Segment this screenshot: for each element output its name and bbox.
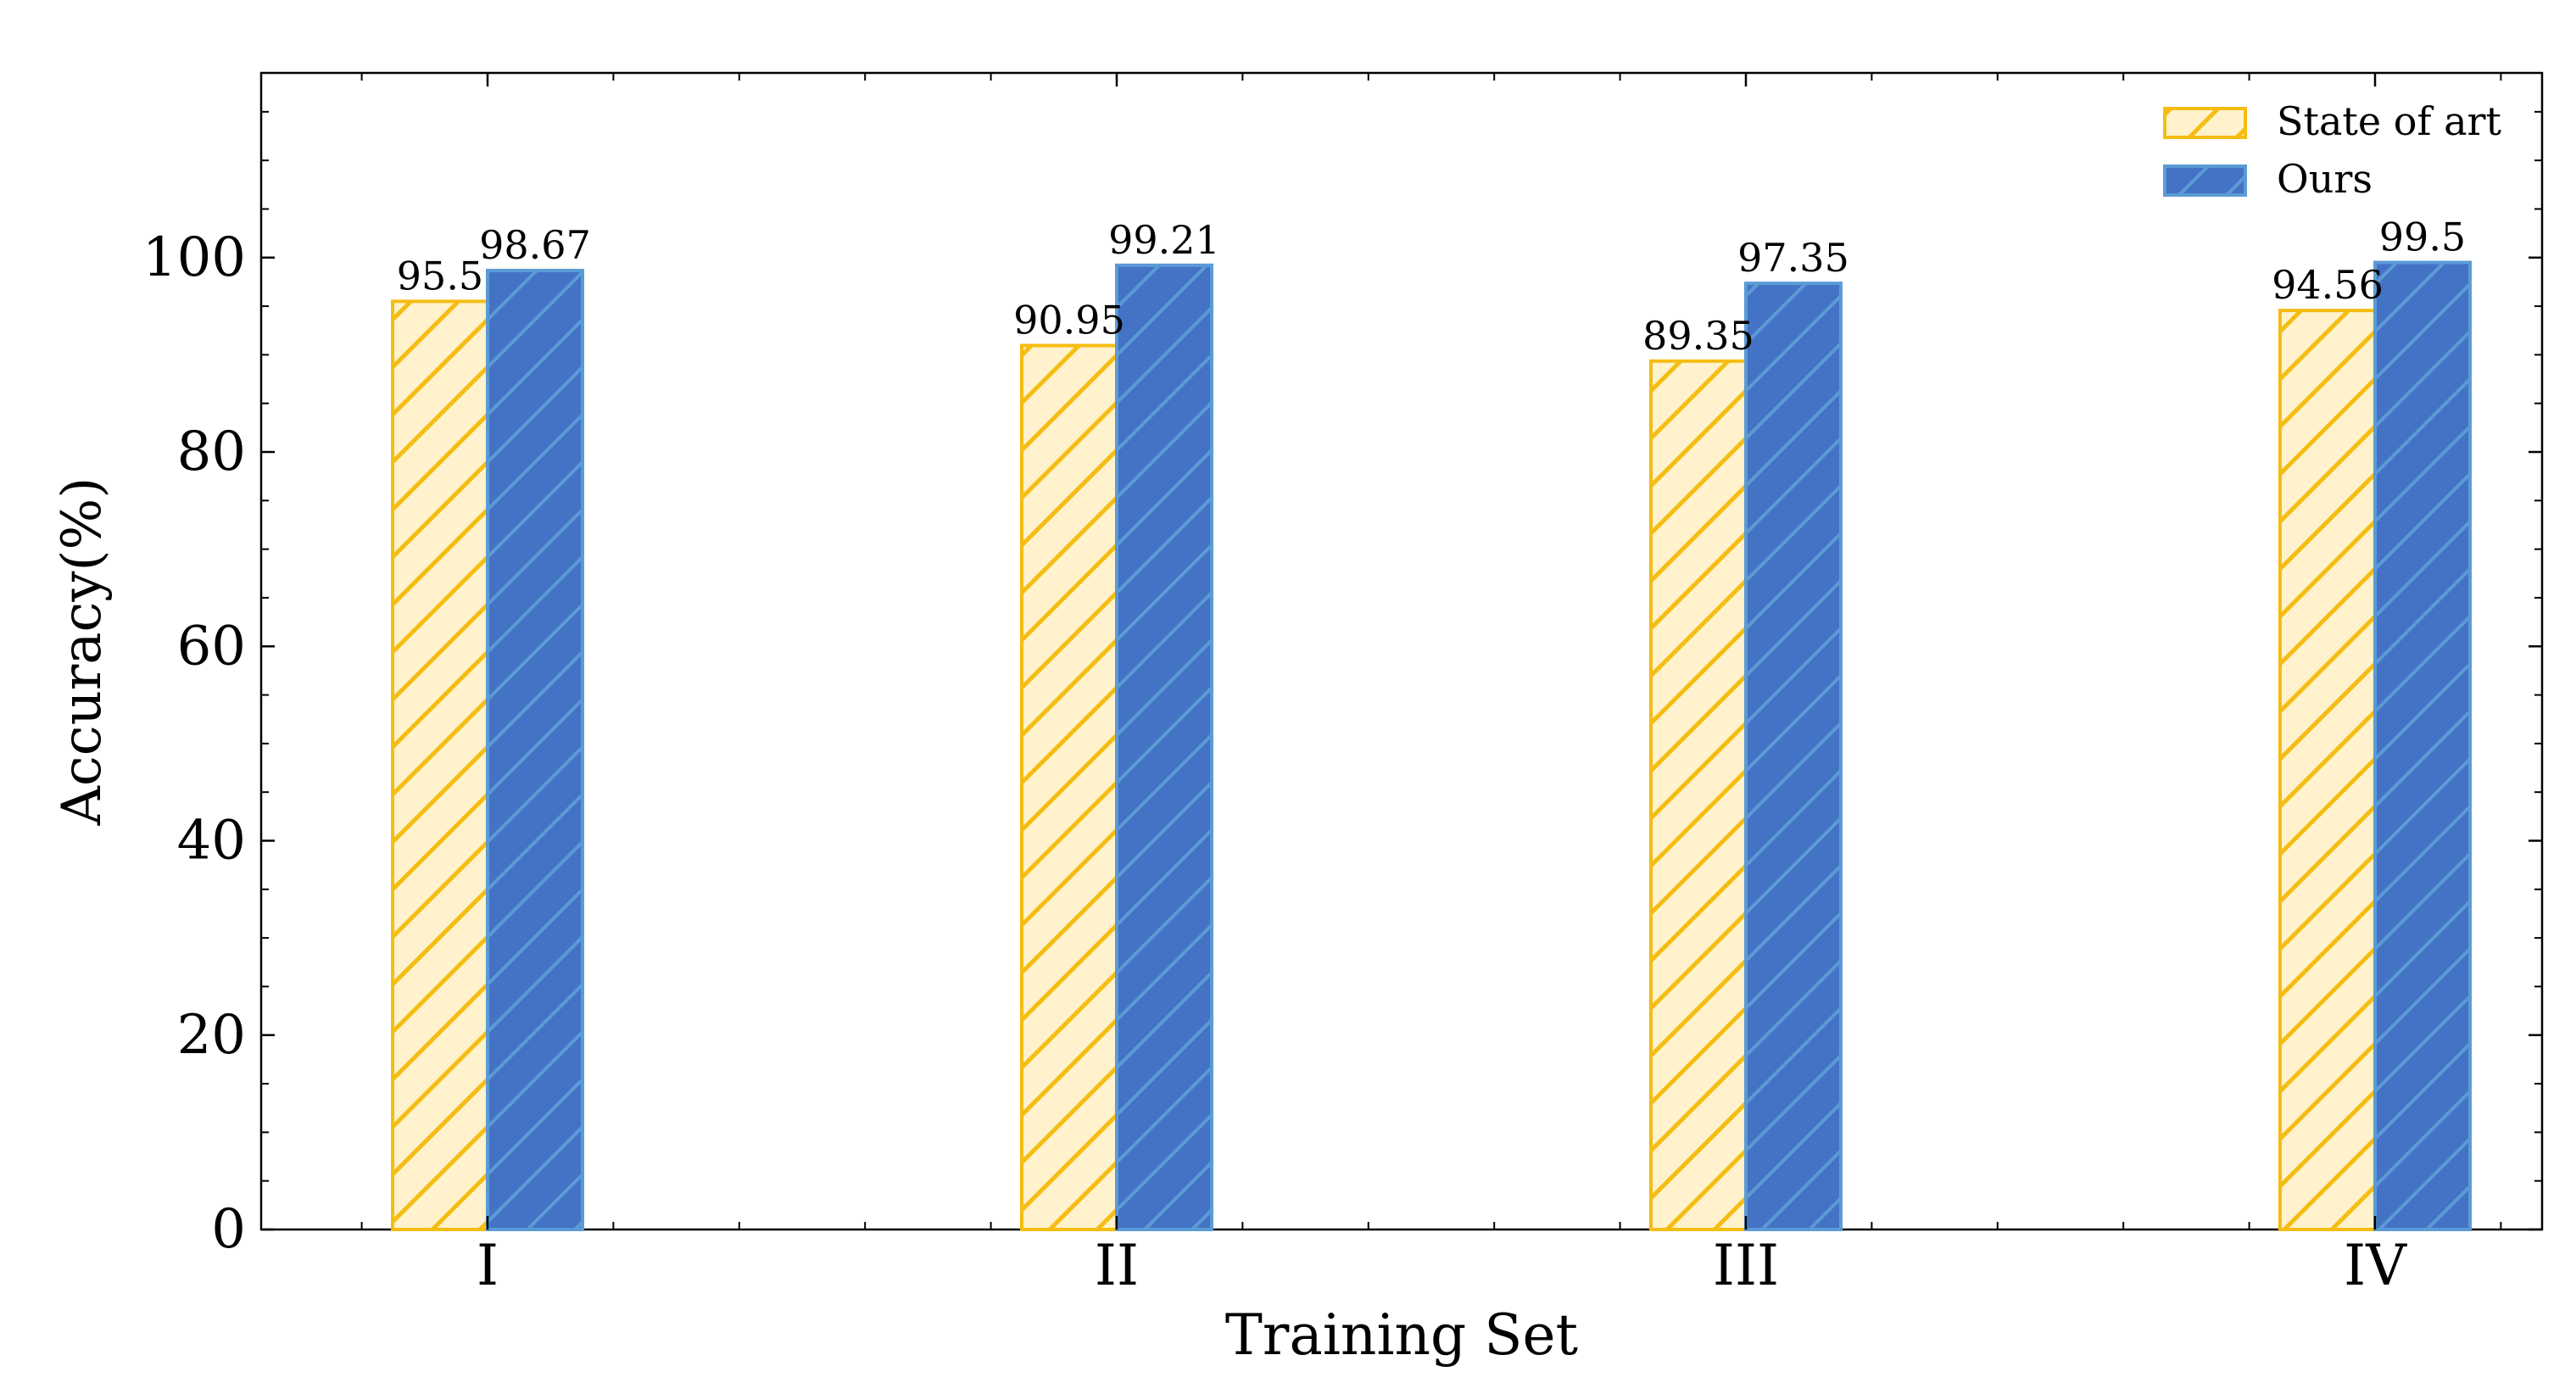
bars [391, 260, 2472, 1232]
data-label-ours-iii: 97.35 [1737, 235, 1849, 281]
x-axis-label: Training Set [1225, 1302, 1578, 1368]
bar-state-of-art-iv [2278, 309, 2377, 1232]
legend-swatch-state-of-art-hatch [2165, 109, 2245, 137]
bar-ours-iv [2373, 260, 2472, 1232]
y-tick-label: 100 [142, 226, 246, 289]
data-label-ours-ii: 99.21 [1108, 217, 1220, 263]
x-axis: I II III IV [360, 73, 2502, 1298]
x-tick-label-ii: II [1095, 1233, 1139, 1298]
bar-state-of-art-i [391, 299, 489, 1232]
plot-frame [259, 71, 2544, 1231]
data-label-state-of-art-iv: 94.56 [2272, 262, 2384, 308]
legend: State of art Ours [2163, 98, 2502, 202]
legend-label-ours: Ours [2277, 156, 2372, 202]
bar-ours-i [486, 269, 584, 1231]
x-tick-label-iv: IV [2344, 1233, 2407, 1298]
data-label-state-of-art-ii: 90.95 [1013, 298, 1125, 343]
y-tick-label: 80 [177, 421, 246, 483]
legend-swatch-ours-hatch [2165, 166, 2245, 195]
y-tick-label: 0 [211, 1198, 246, 1261]
data-label-ours-iv: 99.5 [2379, 215, 2466, 260]
data-label-state-of-art-iii: 89.35 [1642, 313, 1754, 359]
bar-state-of-art-ii [1020, 343, 1118, 1231]
bar-ours-iii [1744, 282, 1843, 1232]
x-tick-label-i: I [477, 1233, 499, 1298]
bar-state-of-art-iii [1649, 359, 1748, 1232]
data-label-ours-i: 98.67 [479, 222, 591, 268]
y-tick-label: 20 [177, 1004, 246, 1067]
x-tick-label-iii: III [1713, 1233, 1779, 1298]
data-label-state-of-art-i: 95.5 [397, 253, 483, 298]
y-tick-label: 40 [177, 810, 246, 873]
bar-ours-ii [1115, 263, 1213, 1231]
y-axis-label: Accuracy(%) [51, 477, 114, 827]
y-axis: 0 20 40 60 80 100 [142, 110, 2542, 1261]
legend-label-state-of-art: State of art [2277, 98, 2502, 144]
y-tick-label: 60 [177, 615, 246, 677]
